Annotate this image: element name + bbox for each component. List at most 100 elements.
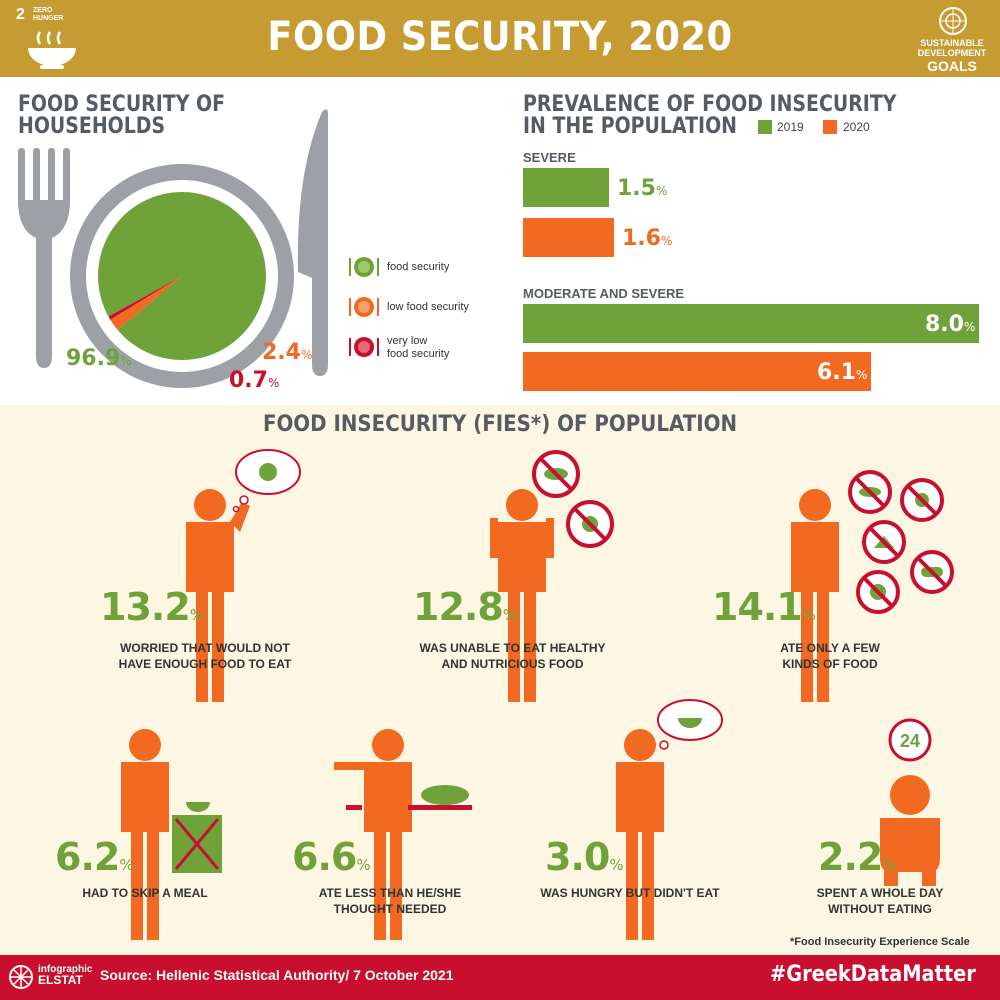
- legend-label-2020: 2020: [843, 120, 870, 134]
- crossed-bowl-icon: [172, 802, 222, 873]
- soup-bowl-icon: [28, 31, 76, 69]
- bar-value-number: 1.6: [622, 226, 661, 251]
- fies-value-skip-meal: 6.2%: [55, 835, 134, 879]
- person-unable-healthy-icon: [490, 489, 554, 702]
- fies-label-skip-meal: HAD TO SKIP A MEAL: [50, 885, 240, 901]
- bar-value-2020-severe: 1.6%: [622, 226, 672, 251]
- pct-sign: %: [356, 856, 371, 874]
- group-label-severe: SEVERE: [523, 150, 576, 165]
- no-apple-icon: [566, 500, 614, 548]
- fies-value-hungry: 3.0%: [545, 835, 624, 879]
- sdg-goals-line2: DEVELOPMENT: [917, 48, 987, 58]
- food-platters-icon: [346, 785, 472, 810]
- no-chicken-icon: [900, 478, 944, 522]
- pct-sign: %: [963, 320, 976, 334]
- no-fish-icon: [532, 450, 580, 498]
- pie-value-low-food-security: 2.4%: [262, 340, 312, 365]
- fies-value-hungry-number: 3.0: [545, 835, 610, 879]
- legend-label-2019: 2019: [777, 120, 804, 134]
- fies-label-whole-day-line2: WITHOUT EATING: [828, 902, 932, 916]
- pct-sign: %: [660, 234, 673, 248]
- clock-24-text: 24: [900, 731, 920, 751]
- pie-chart-area: [18, 109, 328, 388]
- fies-value-unable-healthy-number: 12.8: [413, 585, 504, 629]
- sdg-label: ZERO HUNGER: [33, 7, 64, 22]
- legend-plate-orange-icon: [349, 297, 379, 317]
- fies-label-unable-healthy: WAS UNABLE TO EAT HEALTHY AND NUTRICIOUS…: [395, 640, 630, 672]
- bar-value-2019-severe: 1.5%: [617, 176, 667, 201]
- fies-illustrations: 24: [121, 449, 954, 940]
- person-ate-less-icon: [334, 729, 412, 940]
- sdg-goals-line3: GOALS: [927, 58, 977, 74]
- pct-sign: %: [655, 184, 668, 198]
- prevalence-title-line2: IN THE POPULATION: [523, 114, 737, 139]
- pct-sign: %: [502, 606, 518, 624]
- fies-label-ate-less: ATE LESS THAN HE/SHE THOUGHT NEEDED: [290, 885, 490, 917]
- pie-value-food-security: 96.9%: [66, 346, 132, 371]
- person-few-foods-icon: [791, 489, 839, 702]
- pie-legend-icons: [349, 257, 379, 357]
- elstat-logo-line2: ELSTAT: [38, 973, 83, 987]
- fies-value-worried-number: 13.2: [100, 585, 191, 629]
- pie-legend-low-food-security: low food security: [387, 301, 469, 313]
- pct-sign: %: [189, 606, 205, 624]
- legend-swatch-2019: [758, 120, 772, 134]
- pie-legend-food-security: food security: [387, 261, 450, 273]
- person-worried-icon: [186, 489, 250, 702]
- footer-bar: [0, 955, 1000, 1000]
- pct-sign: %: [882, 856, 897, 874]
- pie-value-food-security-number: 96.9: [66, 346, 121, 371]
- pct-sign: %: [120, 354, 132, 368]
- pie-value-very-low-food-security: 0.7%: [229, 368, 279, 393]
- fies-label-few-kinds-line2: KINDS OF FOOD: [782, 657, 878, 671]
- group-label-moderate-severe: MODERATE AND SEVERE: [523, 286, 685, 301]
- hashtag: #GreekDataMatter: [770, 962, 976, 987]
- knife-icon: [297, 109, 328, 376]
- source-text: Source: Hellenic Statistical Authority/ …: [100, 967, 454, 983]
- fies-label-unable-healthy-line1: WAS UNABLE TO EAT HEALTHY: [419, 641, 606, 655]
- fies-value-unable-healthy: 12.8%: [413, 585, 517, 629]
- legend-plate-green-icon: [349, 257, 379, 277]
- households-title-line2: HOUSEHOLDS: [18, 114, 166, 139]
- pct-sign: %: [855, 368, 868, 382]
- pie-legend-very-low-food-security: very low food security: [387, 335, 449, 361]
- fies-value-skip-meal-number: 6.2: [55, 835, 120, 879]
- un-emblem-icon: [939, 7, 967, 35]
- pct-sign: %: [609, 856, 624, 874]
- bar-value-number: 8.0: [925, 312, 964, 337]
- fies-label-whole-day: SPENT A WHOLE DAY WITHOUT EATING: [790, 885, 970, 917]
- clock-24-icon: 24: [888, 718, 932, 762]
- page-title: FOOD SECURITY, 2020: [267, 14, 733, 60]
- fies-label-ate-less-line1: ATE LESS THAN HE/SHE: [318, 886, 462, 900]
- bar-value-number: 1.5: [617, 176, 656, 201]
- bar-2019-moderate-severe: [523, 304, 979, 343]
- pie-value-very-low-number: 0.7: [229, 368, 268, 393]
- fies-label-ate-less-line2: THOUGHT NEEDED: [333, 902, 447, 916]
- no-apple-icon-2: [856, 570, 900, 614]
- pie-slice-food-security: [97, 191, 266, 360]
- households-title: FOOD SECURITY OF HOUSEHOLDS: [18, 94, 225, 138]
- pie-legend-very-low-line1: very low: [387, 335, 428, 347]
- fork-icon: [18, 148, 70, 368]
- fies-label-worried-line2: HAVE ENOUGH FOOD TO EAT: [118, 657, 292, 671]
- bar-value-number: 6.1: [817, 360, 856, 385]
- fies-panel: [0, 405, 1000, 955]
- sdg-number: 2: [16, 6, 25, 23]
- person-hungry-icon: [616, 729, 664, 940]
- no-bread-icon: [910, 550, 954, 594]
- elstat-logo-icon: [9, 965, 33, 989]
- elstat-logo-line1: infographic: [38, 964, 93, 975]
- pie-value-low-number: 2.4: [262, 340, 301, 365]
- pct-sign: %: [267, 376, 280, 390]
- sdg-goals-label: SUSTAINABLE DEVELOPMENT GOALS: [908, 38, 996, 74]
- header-bar: [0, 0, 1000, 77]
- bar-value-2019-moderate-severe: 8.0%: [925, 312, 975, 337]
- households-title-line1: FOOD SECURITY OF: [18, 92, 226, 117]
- fies-value-ate-less: 6.6%: [292, 835, 371, 879]
- bar-2020-moderate-severe: [523, 352, 871, 391]
- no-cheese-icon: [862, 520, 906, 564]
- bar-2019-severe: [523, 168, 609, 207]
- fies-label-worried-line1: WORRIED THAT WOULD NOT: [120, 641, 290, 655]
- prevalence-title-line1: PREVALENCE OF FOOD INSECURITY: [523, 92, 897, 117]
- pie-slice-very-low-food-security: [108, 276, 182, 320]
